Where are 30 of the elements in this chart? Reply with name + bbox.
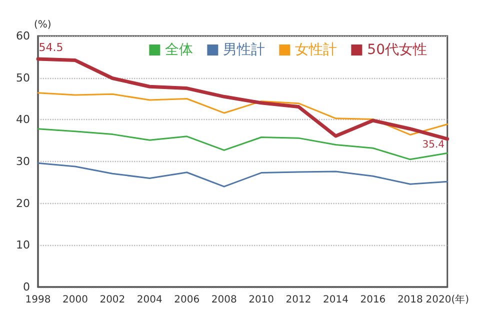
legend-label: 全体: [165, 42, 194, 58]
line-series: [37, 162, 448, 188]
y-tick-label: 60: [16, 30, 30, 42]
x-tick-label: 1998: [25, 294, 51, 306]
x-tick-label: 2006: [174, 294, 200, 306]
x-tick-label: 2004: [136, 294, 162, 306]
x-tick-label: 2012: [286, 294, 312, 306]
legend-label: 女性計: [295, 42, 338, 58]
line-series: [37, 128, 448, 160]
y-tick-label: 50: [16, 71, 30, 84]
x-tick-label: 2018: [397, 294, 423, 306]
y-tick-label: 10: [16, 238, 30, 252]
x-tick-label: 2016: [360, 294, 386, 306]
line-series: [36, 57, 450, 141]
x-tick-label: 2014: [323, 294, 348, 306]
y-tick-label: 40: [16, 113, 30, 126]
x-tick-label: 2010: [248, 294, 274, 306]
x-tick-label: 2008: [211, 294, 237, 306]
data-label: 54.5: [38, 41, 64, 54]
x-tick-label: 2020(年): [426, 294, 470, 306]
y-tick-label: 30: [16, 155, 30, 168]
y-tick-label: 20: [16, 196, 30, 210]
y-tick-label: 0: [23, 280, 30, 294]
line-series: [37, 92, 448, 136]
data-label: 35.4: [422, 139, 445, 150]
x-tick-label: 2002: [100, 294, 126, 306]
legend-label: 50代女性: [367, 42, 428, 58]
y-axis-title: (%): [34, 20, 52, 30]
legend-label: 男性計: [223, 42, 266, 58]
x-tick-label: 2000: [62, 294, 88, 306]
